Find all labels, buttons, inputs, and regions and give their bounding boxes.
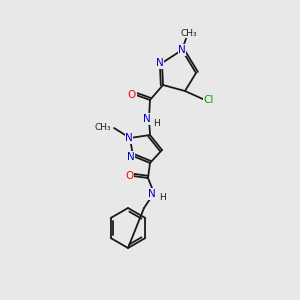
Text: N: N	[125, 133, 133, 143]
Text: O: O	[125, 171, 133, 181]
Text: N: N	[156, 58, 164, 68]
Text: N: N	[178, 45, 186, 55]
Text: H: H	[154, 118, 160, 127]
Text: CH₃: CH₃	[181, 28, 197, 38]
Text: N: N	[127, 152, 135, 162]
Text: H: H	[159, 194, 165, 202]
Text: O: O	[128, 90, 136, 100]
Text: CH₃: CH₃	[94, 124, 111, 133]
Text: N: N	[148, 189, 156, 199]
Text: N: N	[143, 114, 151, 124]
Text: Cl: Cl	[204, 95, 214, 105]
